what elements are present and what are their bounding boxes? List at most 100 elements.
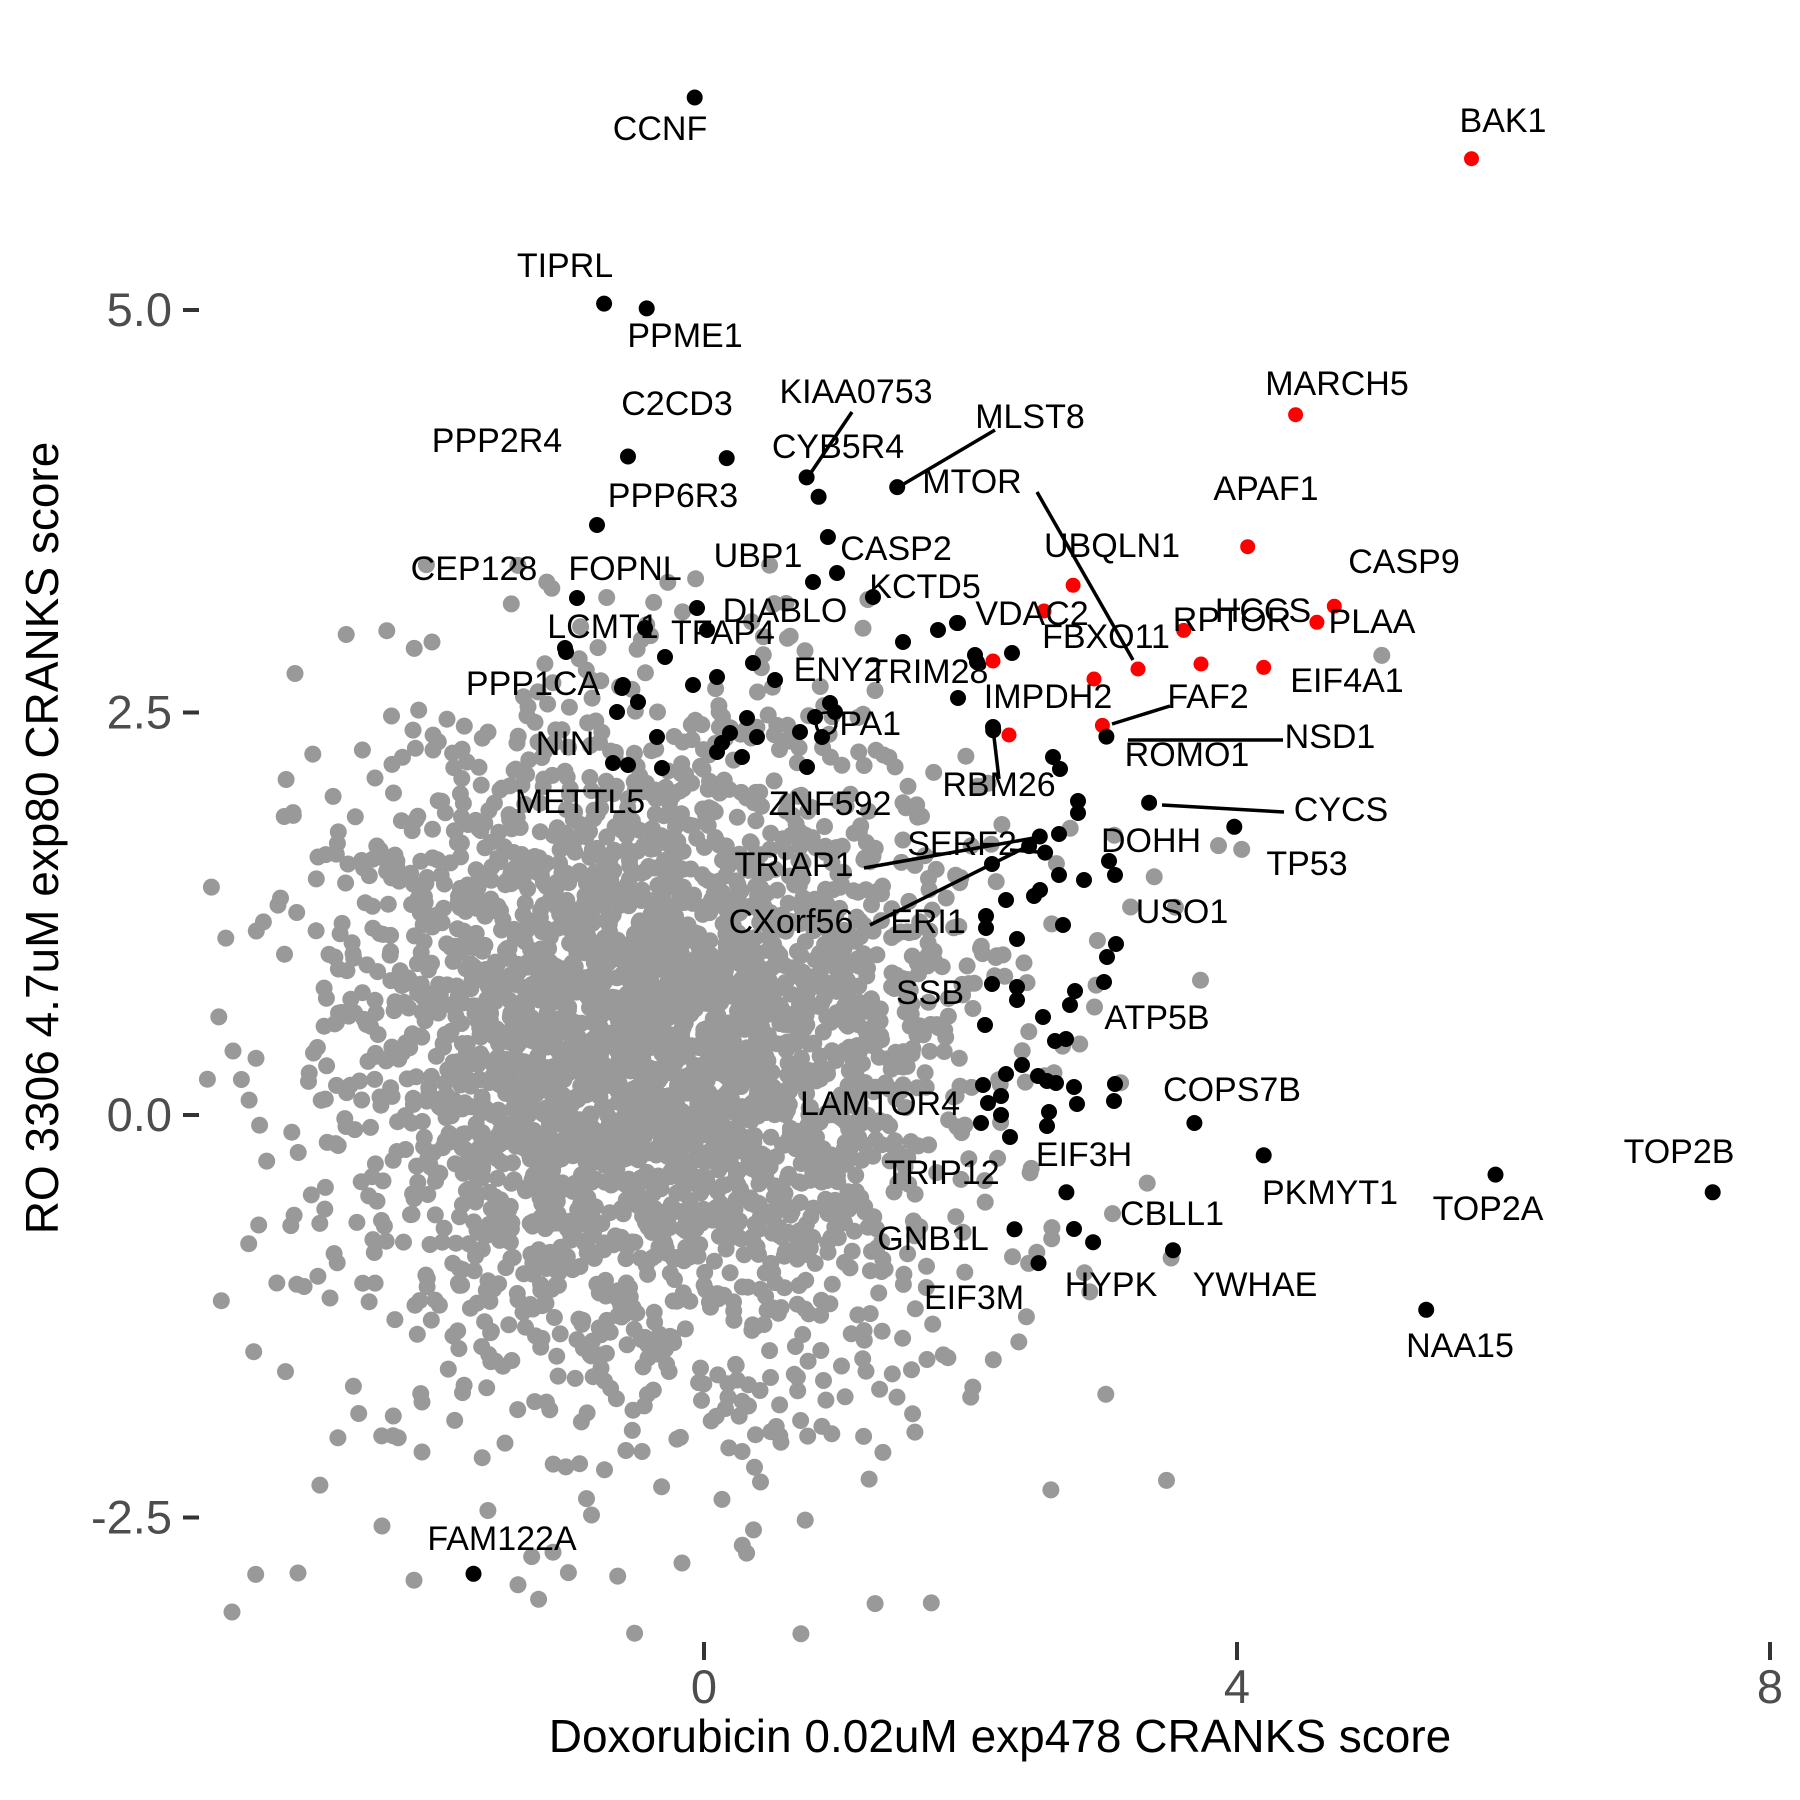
background-point (761, 1342, 779, 1360)
background-point (536, 655, 554, 673)
black-hit-point (649, 729, 665, 745)
gene-label-SERF2: SERF2 (907, 825, 1017, 863)
background-point (436, 804, 454, 822)
black-hit-point (998, 1066, 1014, 1082)
background-point (665, 728, 683, 745)
background-point (812, 1342, 830, 1359)
background-point (478, 1379, 496, 1397)
labeled-gene-points (465, 89, 1721, 1582)
gene-point-KIAA0753 (798, 469, 815, 486)
background-point (340, 1007, 358, 1025)
background-point (752, 1068, 770, 1086)
gene-label-USO1: USO1 (1136, 893, 1229, 931)
gray-point (491, 781, 509, 799)
black-hit-point (1002, 1129, 1018, 1145)
background-point (537, 1294, 555, 1312)
background-point (217, 929, 235, 947)
background-point (1233, 840, 1251, 858)
background-point (489, 897, 507, 915)
background-point (452, 848, 470, 866)
background-point (731, 1184, 749, 1202)
gene-label-TOP2A: TOP2A (1433, 1190, 1544, 1228)
background-point (919, 993, 937, 1011)
black-hit-point (975, 1077, 991, 1093)
background-point (504, 996, 522, 1014)
background-point (692, 959, 710, 977)
background-point (581, 769, 599, 786)
background-point (351, 1072, 369, 1090)
background-point (682, 1065, 699, 1083)
gene-label-PPP1CA: PPP1CA (466, 665, 600, 703)
background-point (632, 892, 650, 909)
background-point (829, 792, 847, 810)
background-point (509, 1576, 527, 1594)
background-point (822, 1146, 840, 1164)
background-point (854, 619, 872, 637)
background-point (781, 1119, 799, 1137)
black-hit-point (829, 565, 845, 581)
background-point (710, 697, 728, 715)
background-point (476, 1101, 493, 1119)
background-point (713, 1490, 731, 1508)
gray-point (458, 753, 476, 771)
background-point (442, 1022, 460, 1040)
background-point (807, 967, 825, 985)
background-point (724, 939, 742, 957)
y-tick-label: 0.0 (107, 1088, 172, 1141)
background-point (597, 1271, 614, 1289)
background-point (906, 1423, 924, 1441)
background-point (326, 948, 344, 966)
background-point (386, 1311, 404, 1329)
background-point (435, 1219, 453, 1237)
background-point (492, 1153, 510, 1171)
background-point (570, 1040, 588, 1058)
background-point (316, 1200, 334, 1218)
background-point (489, 1190, 507, 1208)
gray-point (413, 1443, 431, 1461)
background-point (668, 1292, 686, 1310)
black-hit-point (689, 600, 705, 616)
background-point (964, 1000, 982, 1017)
background-point (368, 1192, 386, 1210)
black-hit-point (620, 757, 636, 773)
gene-label-PPP6R3: PPP6R3 (608, 477, 738, 515)
background-point (792, 786, 810, 804)
background-point (505, 761, 523, 779)
background-point (397, 974, 415, 992)
background-point (451, 785, 469, 803)
background-point (700, 799, 718, 817)
background-point (602, 989, 619, 1007)
background-point (485, 794, 503, 812)
background-point (311, 1476, 329, 1494)
x-tick-label: 4 (1224, 1660, 1250, 1713)
background-point (482, 1324, 500, 1342)
gray-point (321, 1289, 339, 1307)
background-point (768, 881, 786, 899)
gene-point-CXorf56 (1021, 838, 1038, 855)
background-point (681, 1084, 699, 1102)
background-point (344, 1377, 362, 1395)
background-point (730, 1214, 748, 1232)
background-point (577, 661, 595, 679)
background-point (403, 896, 421, 913)
black-hit-point (799, 759, 815, 775)
background-point (807, 839, 825, 857)
gene-point-BAK1 (1464, 151, 1479, 167)
background-point (496, 1434, 514, 1452)
background-point (417, 556, 435, 574)
background-point (755, 1316, 773, 1333)
background-point (517, 1182, 535, 1200)
background-point (412, 975, 430, 993)
black-hit-point (807, 709, 823, 725)
background-point (702, 992, 720, 1010)
gene-label-CASP9: CASP9 (1348, 543, 1460, 581)
background-point (645, 1060, 663, 1078)
background-point (449, 1274, 467, 1292)
background-point (883, 1365, 901, 1383)
background-point (952, 1170, 970, 1188)
background-point (453, 808, 470, 826)
background-point (535, 770, 553, 788)
background-point (460, 1056, 478, 1074)
gene-label-FAF2: FAF2 (1167, 678, 1248, 716)
background-point (866, 682, 884, 699)
